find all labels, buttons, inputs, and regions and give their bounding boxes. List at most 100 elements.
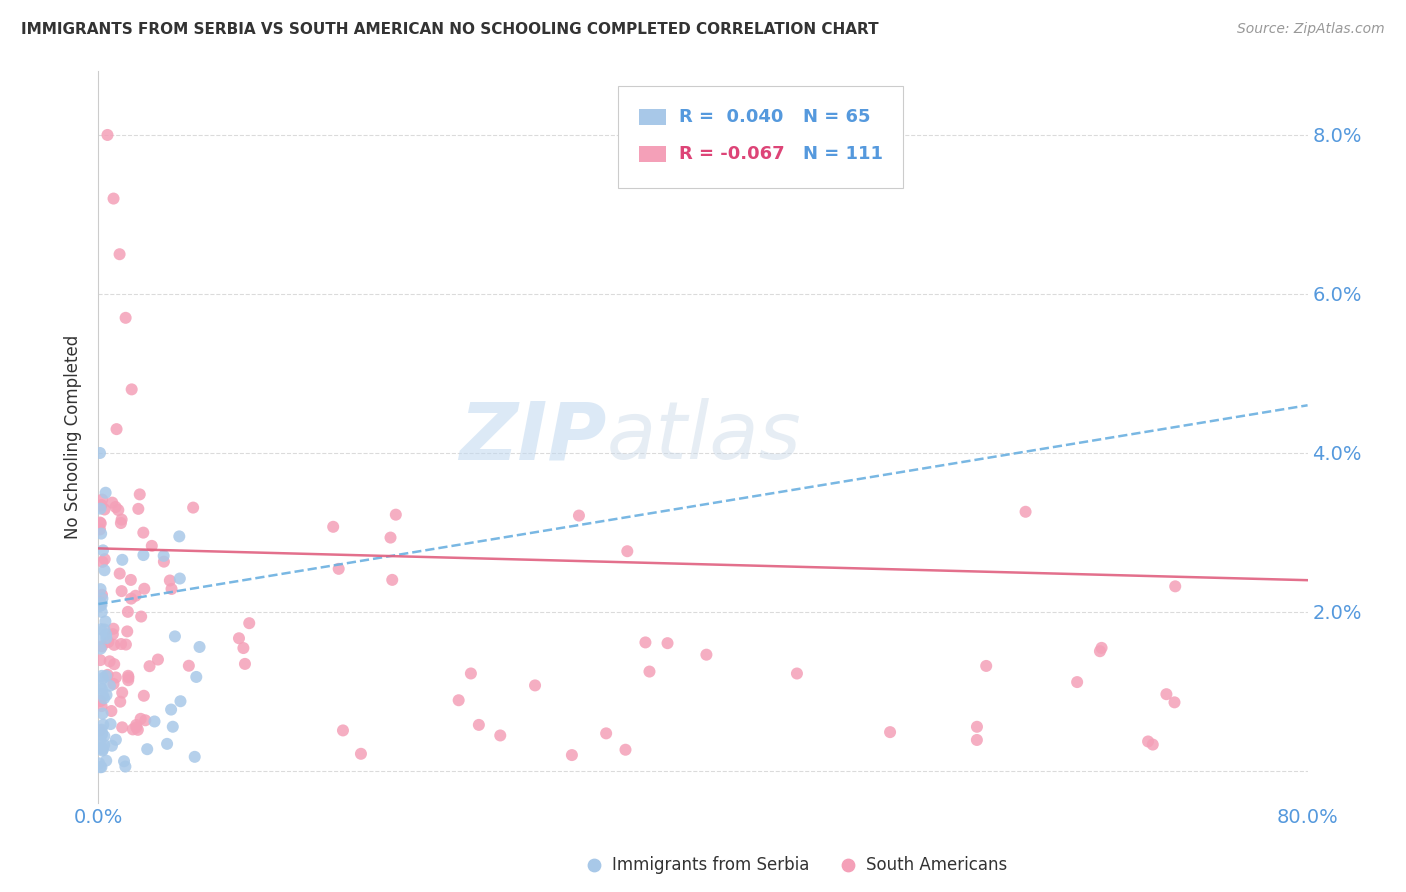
FancyBboxPatch shape bbox=[638, 110, 665, 126]
Point bbox=[595, 726, 617, 740]
Point bbox=[1163, 695, 1185, 709]
Point bbox=[524, 678, 547, 692]
Point bbox=[96, 128, 118, 142]
Point bbox=[90, 605, 112, 619]
Point bbox=[115, 638, 138, 652]
Point bbox=[91, 555, 114, 569]
Text: N = 111: N = 111 bbox=[803, 145, 883, 163]
Point bbox=[89, 679, 111, 693]
Point bbox=[380, 531, 402, 545]
Point bbox=[97, 668, 120, 682]
Point bbox=[89, 756, 111, 771]
Point bbox=[974, 659, 997, 673]
Point bbox=[129, 712, 152, 726]
Point bbox=[132, 548, 155, 562]
Point bbox=[89, 632, 111, 646]
Point bbox=[91, 717, 114, 731]
Point bbox=[98, 679, 121, 693]
Point bbox=[111, 553, 134, 567]
Point bbox=[1156, 687, 1178, 701]
Point bbox=[160, 702, 183, 716]
Point bbox=[90, 760, 112, 774]
Point bbox=[169, 529, 191, 543]
Point bbox=[103, 657, 125, 672]
Point bbox=[101, 739, 124, 753]
Point bbox=[1137, 734, 1160, 748]
Point bbox=[125, 720, 148, 734]
Point bbox=[89, 723, 111, 738]
Point bbox=[879, 725, 901, 739]
Point bbox=[159, 574, 181, 588]
Point bbox=[96, 631, 118, 645]
Point bbox=[91, 492, 114, 507]
Point bbox=[568, 508, 591, 523]
Point bbox=[103, 638, 125, 652]
Point bbox=[108, 247, 131, 261]
Point bbox=[100, 704, 122, 718]
Point bbox=[129, 609, 152, 624]
Point bbox=[87, 599, 110, 613]
Point bbox=[616, 544, 638, 558]
Point bbox=[163, 629, 186, 643]
Point bbox=[233, 657, 256, 671]
Point bbox=[114, 759, 136, 773]
Point bbox=[489, 729, 512, 743]
Point bbox=[186, 670, 208, 684]
Point bbox=[94, 615, 117, 629]
Point bbox=[93, 729, 115, 743]
Point bbox=[110, 516, 132, 530]
Point bbox=[89, 599, 111, 613]
Point bbox=[93, 552, 115, 566]
Point bbox=[117, 673, 139, 688]
Point bbox=[162, 720, 184, 734]
Point bbox=[101, 495, 124, 509]
Point bbox=[1014, 505, 1036, 519]
Point bbox=[385, 508, 408, 522]
Point bbox=[127, 723, 149, 737]
Point bbox=[350, 747, 373, 761]
Point bbox=[169, 694, 191, 708]
Y-axis label: No Schooling Completed: No Schooling Completed bbox=[65, 335, 83, 539]
Point bbox=[121, 383, 143, 397]
Point bbox=[91, 588, 114, 602]
Point bbox=[138, 659, 160, 673]
Point bbox=[105, 422, 128, 436]
Point bbox=[90, 622, 112, 636]
Point bbox=[966, 720, 988, 734]
Point bbox=[132, 689, 155, 703]
Point bbox=[141, 539, 163, 553]
Point bbox=[103, 622, 125, 636]
Point bbox=[87, 727, 110, 741]
Point bbox=[332, 723, 354, 738]
Point bbox=[111, 512, 134, 526]
Point bbox=[93, 502, 115, 516]
Point bbox=[232, 641, 254, 656]
Point bbox=[104, 500, 127, 514]
Point bbox=[136, 742, 159, 756]
Point bbox=[91, 742, 114, 756]
Point bbox=[89, 446, 111, 460]
Point bbox=[89, 595, 111, 609]
Point bbox=[153, 555, 176, 569]
Point bbox=[117, 670, 139, 684]
Point bbox=[134, 582, 156, 596]
Point bbox=[104, 670, 127, 684]
Point bbox=[786, 666, 808, 681]
Point bbox=[89, 501, 111, 516]
Point bbox=[91, 591, 114, 606]
Point bbox=[1090, 640, 1112, 655]
Point bbox=[169, 572, 191, 586]
Point bbox=[90, 735, 112, 749]
Point bbox=[90, 682, 112, 697]
Point bbox=[89, 582, 111, 596]
Point bbox=[89, 760, 111, 774]
Point bbox=[90, 526, 112, 541]
Point bbox=[90, 596, 112, 610]
Point bbox=[111, 584, 134, 599]
Point bbox=[101, 627, 124, 641]
Point bbox=[104, 732, 127, 747]
Point bbox=[91, 640, 114, 654]
Point bbox=[127, 501, 149, 516]
Point bbox=[94, 627, 117, 641]
Point bbox=[89, 523, 111, 537]
